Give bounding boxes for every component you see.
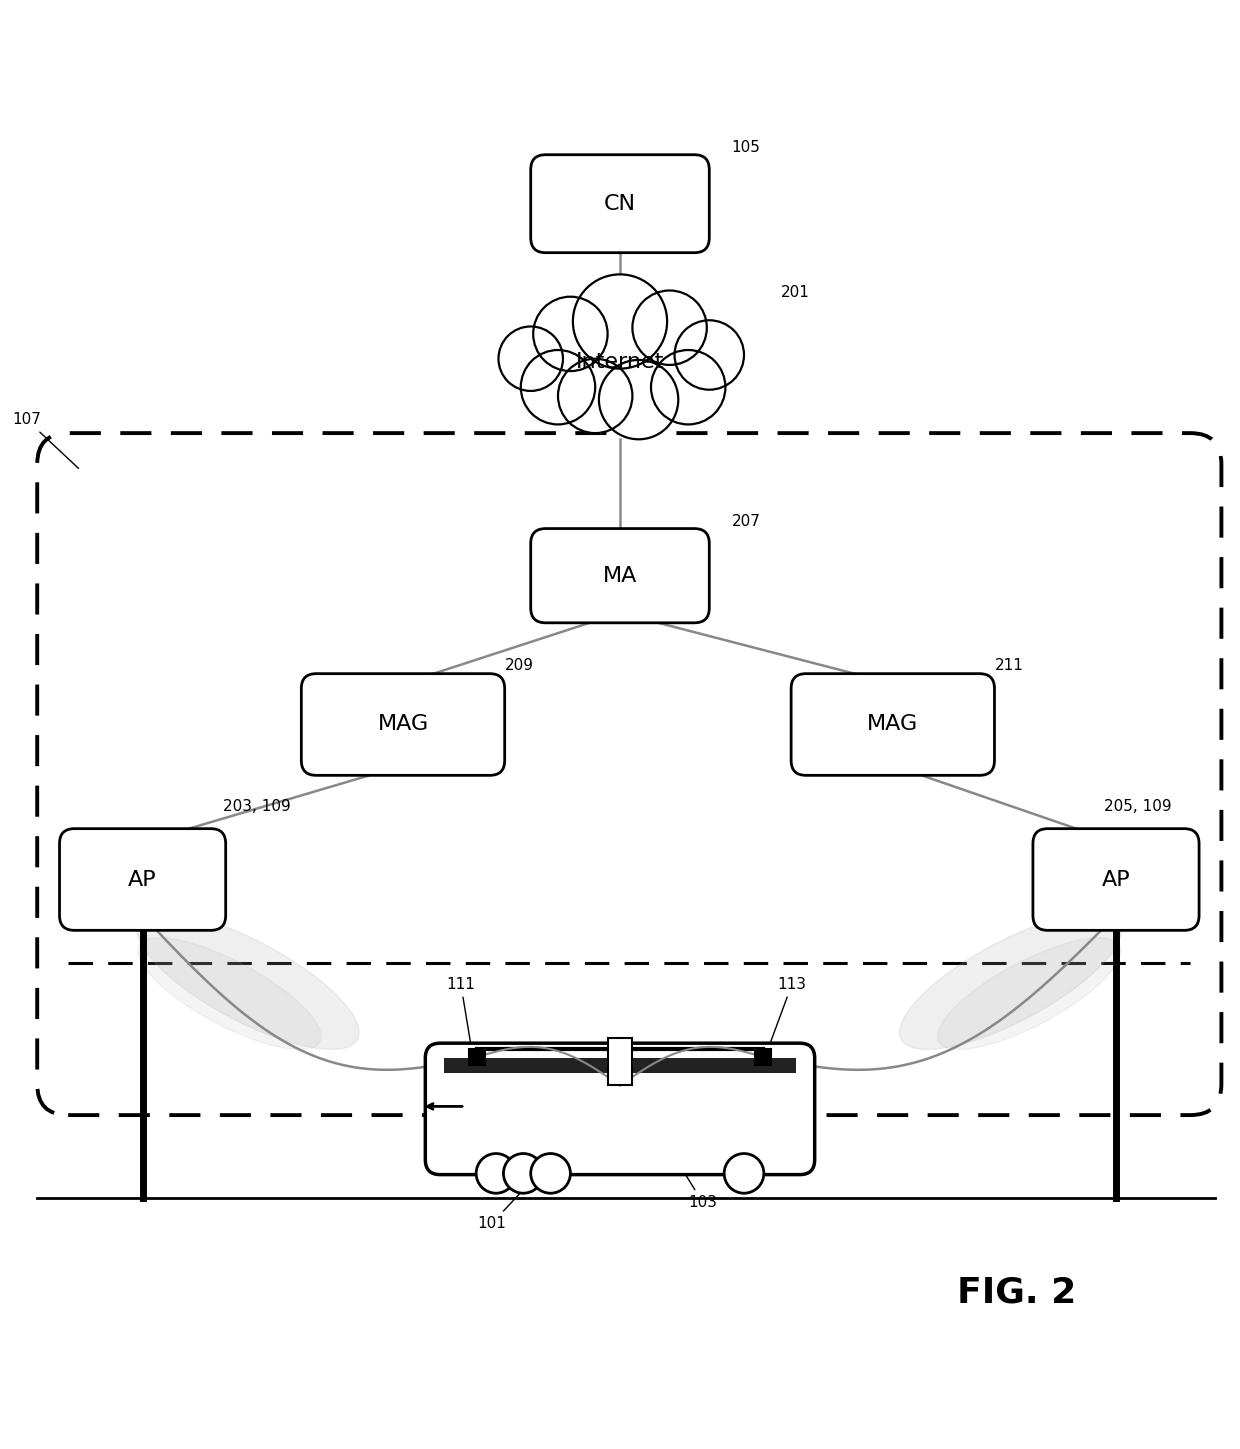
Ellipse shape: [136, 913, 360, 1049]
Ellipse shape: [899, 913, 1122, 1049]
Circle shape: [498, 326, 563, 391]
FancyBboxPatch shape: [531, 155, 709, 252]
Bar: [469, 1049, 486, 1065]
Circle shape: [531, 1153, 570, 1193]
FancyBboxPatch shape: [791, 674, 994, 775]
FancyBboxPatch shape: [531, 529, 709, 623]
Text: AP: AP: [1101, 869, 1131, 890]
Circle shape: [632, 290, 707, 365]
Text: 211: 211: [994, 658, 1023, 672]
Bar: [754, 1049, 771, 1065]
Text: AP: AP: [128, 869, 157, 890]
Text: 103: 103: [636, 1095, 717, 1210]
FancyBboxPatch shape: [1033, 829, 1199, 930]
Circle shape: [724, 1153, 764, 1193]
Circle shape: [675, 320, 744, 390]
Text: FIG. 2: FIG. 2: [957, 1275, 1076, 1310]
Text: 113: 113: [770, 977, 806, 1045]
Ellipse shape: [138, 938, 321, 1049]
Text: 207: 207: [732, 514, 760, 529]
Text: 205, 109: 205, 109: [1104, 800, 1172, 814]
Circle shape: [573, 274, 667, 368]
Text: MAG: MAG: [867, 714, 919, 735]
Circle shape: [521, 351, 595, 425]
Text: 105: 105: [732, 139, 760, 155]
Bar: [608, 1039, 632, 1085]
Text: 107: 107: [12, 413, 78, 468]
Text: MAG: MAG: [377, 714, 429, 735]
Text: Internet: Internet: [575, 352, 665, 372]
Circle shape: [533, 297, 608, 371]
Text: MA: MA: [603, 565, 637, 585]
FancyBboxPatch shape: [301, 674, 505, 775]
Ellipse shape: [937, 938, 1121, 1049]
Circle shape: [503, 1153, 543, 1193]
Circle shape: [476, 1153, 516, 1193]
Text: CN: CN: [604, 194, 636, 213]
Text: 101: 101: [477, 1168, 543, 1232]
Text: 203, 109: 203, 109: [223, 800, 291, 814]
Circle shape: [599, 359, 678, 439]
Text: 111: 111: [446, 977, 475, 1045]
FancyBboxPatch shape: [60, 829, 226, 930]
FancyBboxPatch shape: [425, 1043, 815, 1175]
Bar: [444, 1058, 796, 1072]
Text: 209: 209: [505, 658, 533, 672]
Circle shape: [651, 351, 725, 425]
Circle shape: [558, 359, 632, 433]
Text: 201: 201: [781, 284, 810, 300]
